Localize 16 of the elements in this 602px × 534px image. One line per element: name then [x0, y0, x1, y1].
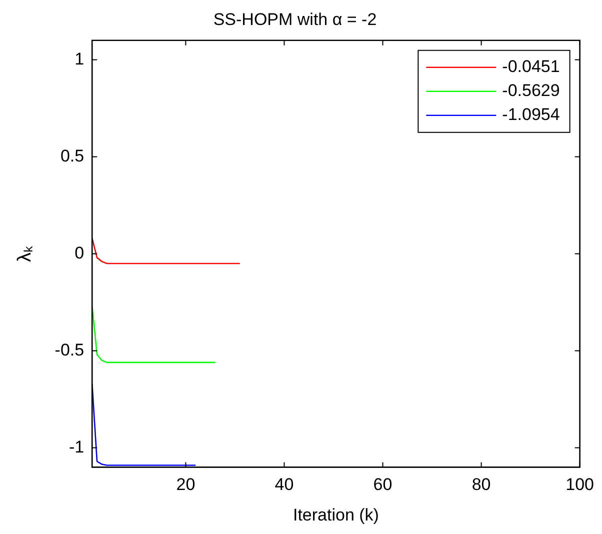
y-tick-label: 0 [74, 243, 84, 262]
y-tick-label: -1 [68, 437, 84, 456]
y-tick-label: 0.5 [60, 146, 84, 166]
y-tick-label: -0.5 [54, 340, 84, 360]
y-axis-title: λₖ [14, 246, 36, 262]
x-tick-label: 20 [176, 475, 196, 494]
legend-label: -0.0451 [502, 57, 560, 76]
x-tick-label: 40 [274, 475, 294, 494]
x-tick-label: 60 [373, 475, 392, 494]
x-axis-title: Iteration (k) [292, 505, 379, 524]
x-tick-label: 100 [566, 475, 594, 494]
y-tick-label: 1 [74, 49, 84, 68]
chart-title: SS-HOPM with α = -2 [213, 10, 377, 29]
x-tick-label: 80 [472, 475, 491, 494]
legend-label: -0.5629 [502, 81, 560, 100]
legend-label: -1.0954 [502, 105, 560, 124]
